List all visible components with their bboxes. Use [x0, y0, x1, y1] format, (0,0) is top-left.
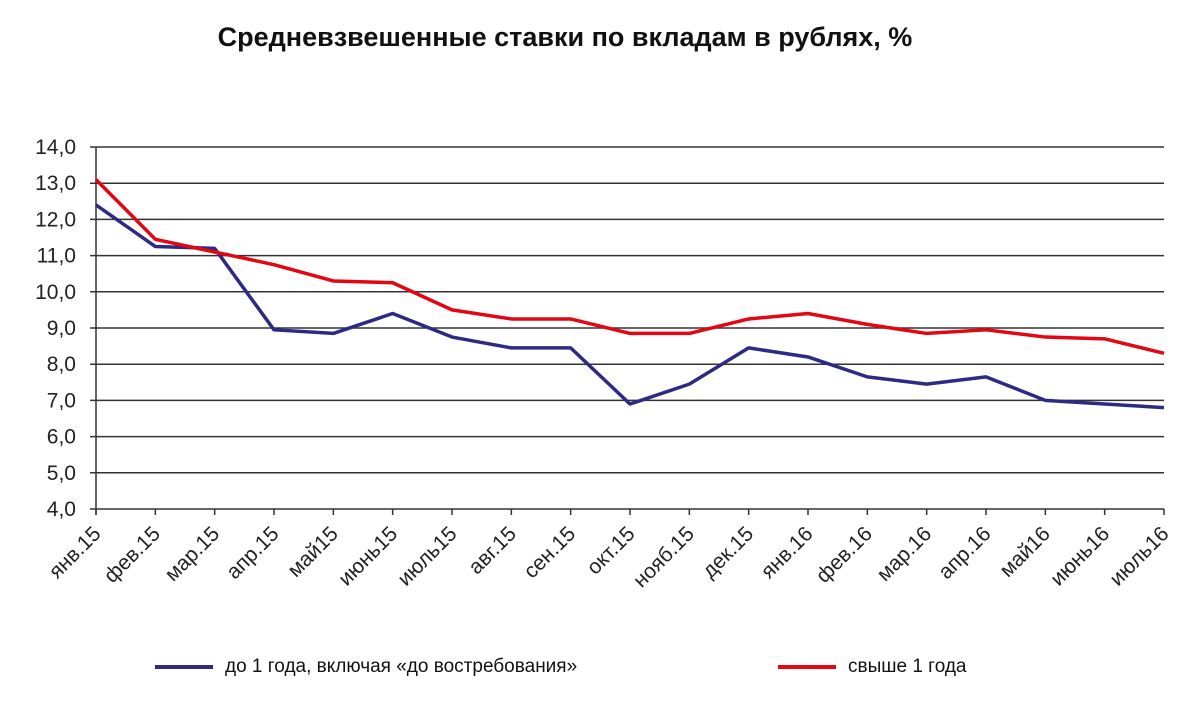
y-tick-label: 5,0 — [47, 462, 76, 485]
x-tick-label: апр.16 — [934, 522, 995, 583]
legend-swatch — [778, 665, 836, 669]
y-tick-label: 9,0 — [47, 317, 76, 340]
x-tick-label: фев.15 — [100, 522, 165, 587]
y-tick-label: 12,0 — [35, 208, 76, 231]
x-tick-label: фев.16 — [812, 522, 877, 587]
legend-label: до 1 года, включая «до востребования» — [225, 656, 578, 677]
x-tick-label: авг.15 — [464, 522, 521, 579]
x-tick-label: янв.15 — [44, 522, 105, 583]
legend-item-long-term: свыше 1 года — [778, 656, 967, 678]
x-tick-label: июнь16 — [1046, 522, 1114, 590]
x-tick-label: июнь15 — [334, 522, 402, 590]
y-tick-label: 8,0 — [47, 353, 76, 376]
x-tick-label: сен.15 — [519, 522, 580, 583]
x-tick-label: мар.15 — [161, 522, 225, 586]
x-tick-label: янв.16 — [756, 522, 817, 583]
x-tick-label: нояб.15 — [629, 522, 699, 592]
series-line-0 — [94, 203, 1165, 410]
y-tick-label: 7,0 — [47, 389, 76, 412]
x-tick-label: дек.15 — [698, 522, 758, 582]
y-tick-label: 10,0 — [35, 281, 76, 304]
x-tick-label: апр.15 — [222, 522, 283, 583]
y-tick-label: 13,0 — [35, 172, 76, 195]
x-tick-label: окт.15 — [583, 522, 640, 579]
y-tick-label: 6,0 — [47, 426, 76, 449]
legend-label: свыше 1 года — [848, 656, 967, 677]
x-tick-label: мар.16 — [873, 522, 937, 586]
x-tick-label: июль16 — [1105, 522, 1173, 590]
x-tick-label: июль15 — [393, 522, 461, 590]
legend-swatch — [155, 665, 213, 669]
y-tick-label: 4,0 — [47, 498, 76, 521]
y-tick-label: 14,0 — [35, 136, 76, 159]
y-tick-label: 11,0 — [37, 245, 76, 268]
legend-item-short-term: до 1 года, включая «до востребования» — [155, 656, 577, 678]
chart-title: Средневзвешенные ставки по вкладам в руб… — [217, 22, 913, 52]
